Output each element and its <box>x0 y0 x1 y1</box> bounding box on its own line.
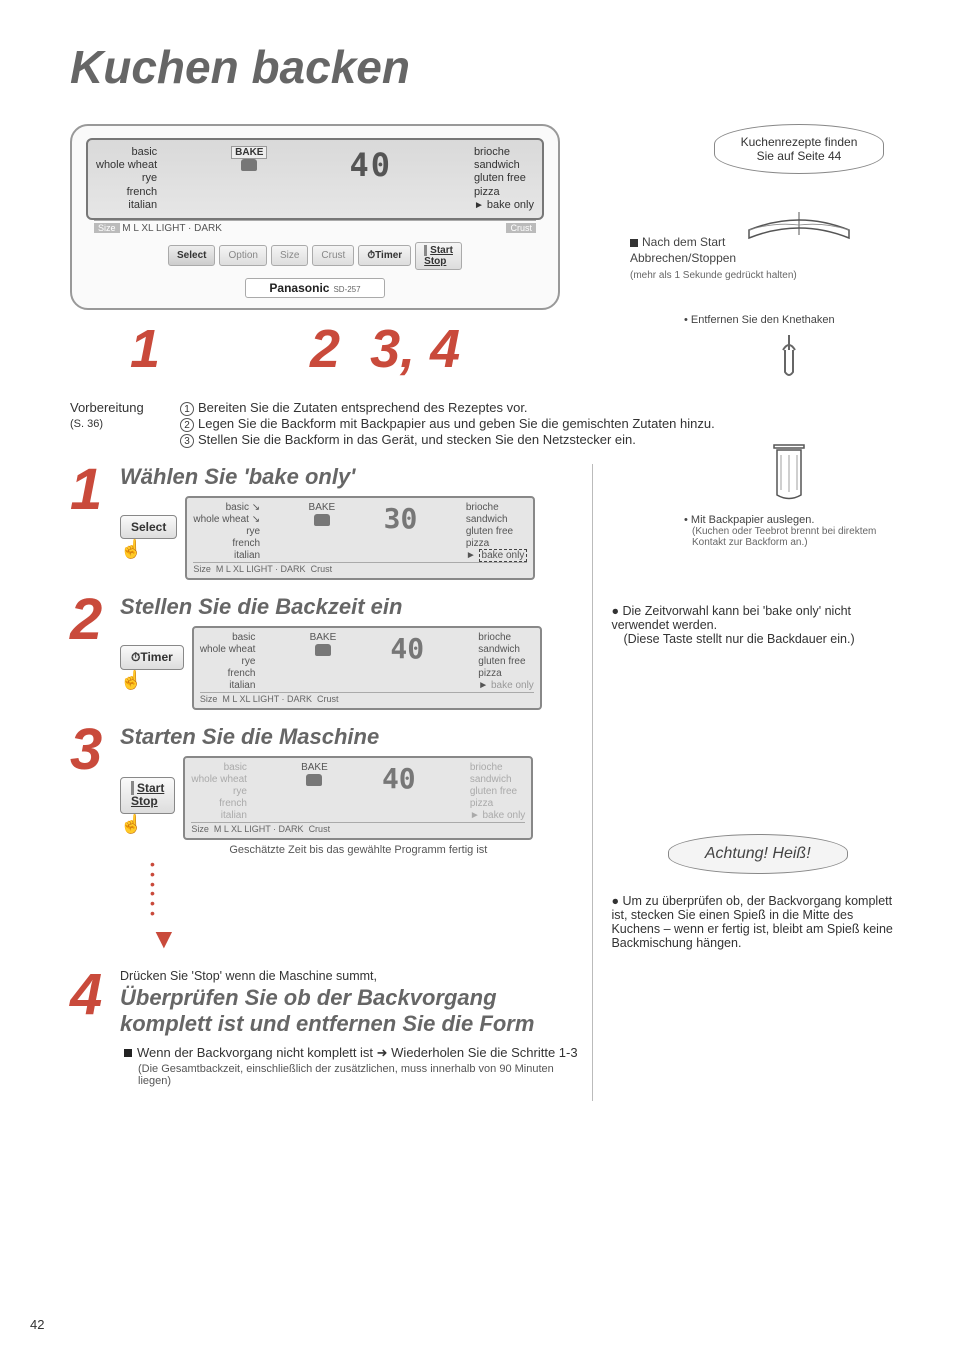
step2-display: basicwhole wheatryefrenchitalian BAKE 40… <box>192 626 542 710</box>
steps-column: 1 Wählen Sie 'bake only' Select ☝ basic … <box>70 464 593 1101</box>
panel-frame: basic whole wheat rye french italian BAK… <box>70 124 560 310</box>
select-button-illus: Select <box>120 515 177 539</box>
timer-button[interactable]: ⏱Timer <box>358 245 411 266</box>
page-number: 42 <box>30 1317 44 1332</box>
display-left-options: basic whole wheat rye french italian <box>96 146 157 212</box>
knead-hook-icon <box>769 330 809 380</box>
step-4-pretext: Drücken Sie 'Stop' wenn die Maschine sum… <box>120 969 580 983</box>
step-4-note: (Die Gesamtbackzeit, einschließlich der … <box>138 1063 580 1087</box>
start-button-illus: Start Stop <box>120 777 175 813</box>
step-3-title: Starten Sie die Maschine <box>120 724 580 750</box>
option-button[interactable]: Option <box>219 245 266 266</box>
step-1-title: Wählen Sie 'bake only' <box>120 464 580 490</box>
pan-icon <box>759 440 819 510</box>
finger-icon: ☝ <box>120 670 184 691</box>
step-3: 3 Starten Sie die Maschine Start Stop ☝ <box>70 724 580 955</box>
step-4-bullet: Wenn der Backvorgang nicht komplett ist … <box>124 1045 580 1061</box>
step1-display: basic ↘whole wheat ↘ryefrenchitalian BAK… <box>185 496 535 580</box>
size-row: Size M L XL LIGHT · DARK Crust <box>94 220 536 234</box>
check-note: Um zu überprüfen ob, der Backvorgang kom… <box>611 894 904 950</box>
timer-button-illus: ⏱Timer <box>120 645 184 670</box>
down-arrow-icon: ▼ <box>150 923 580 955</box>
size-button[interactable]: Size <box>271 245 308 266</box>
crust-button[interactable]: Crust <box>312 245 354 266</box>
main-control-panel: basic whole wheat rye french italian BAK… <box>70 124 904 380</box>
time-display: 40 <box>341 146 400 184</box>
select-button[interactable]: Select <box>168 245 215 266</box>
bread-icon <box>241 159 257 171</box>
step-1: 1 Wählen Sie 'bake only' Select ☝ basic … <box>70 464 580 580</box>
dots-divider: •••••• <box>150 860 580 919</box>
finger-icon: ☝ <box>120 814 175 835</box>
step-2: 2 Stellen Sie die Backzeit ein ⏱Timer ☝ … <box>70 594 580 710</box>
step3-caption: Geschätzte Zeit bis das gewählte Program… <box>183 844 533 856</box>
panel-num-34: 3, 4 <box>370 318 460 380</box>
step-4: 4 Drücken Sie 'Stop' wenn die Maschine s… <box>70 969 580 1087</box>
timer-note: Die Zeitvorwahl kann bei 'bake only' nic… <box>611 604 904 646</box>
step3-display: basicwhole wheatryefrenchitalian BAKE 40… <box>183 756 533 840</box>
book-icon <box>739 180 859 250</box>
panel-num-2: 2 <box>310 318 340 380</box>
recipe-book-callout: Kuchenrezepte finden Sie auf Seite 44 <box>714 124 884 255</box>
finger-icon: ☝ <box>120 539 177 560</box>
panel-num-1: 1 <box>130 318 160 380</box>
step-2-title: Stellen Sie die Backzeit ein <box>120 594 580 620</box>
button-row: Select Option Size Crust ⏱Timer Start St… <box>86 242 544 270</box>
step-4-title: Überprüfen Sie ob der Backvorgang komple… <box>120 985 580 1037</box>
warning-bubble: Achtung! Heiß! <box>668 834 848 874</box>
page-title: Kuchen backen <box>70 40 904 94</box>
start-stop-button[interactable]: Start Stop <box>415 242 462 270</box>
brand-label: PanasonicSD-257 <box>245 278 385 298</box>
main-display: basic whole wheat rye french italian BAK… <box>86 138 544 220</box>
bake-indicator: BAKE <box>231 146 267 159</box>
display-right-options: brioche sandwich gluten free pizza ► bak… <box>474 146 534 212</box>
side-notes: Entfernen Sie den Knethaken Mit Backpapi… <box>684 314 894 572</box>
